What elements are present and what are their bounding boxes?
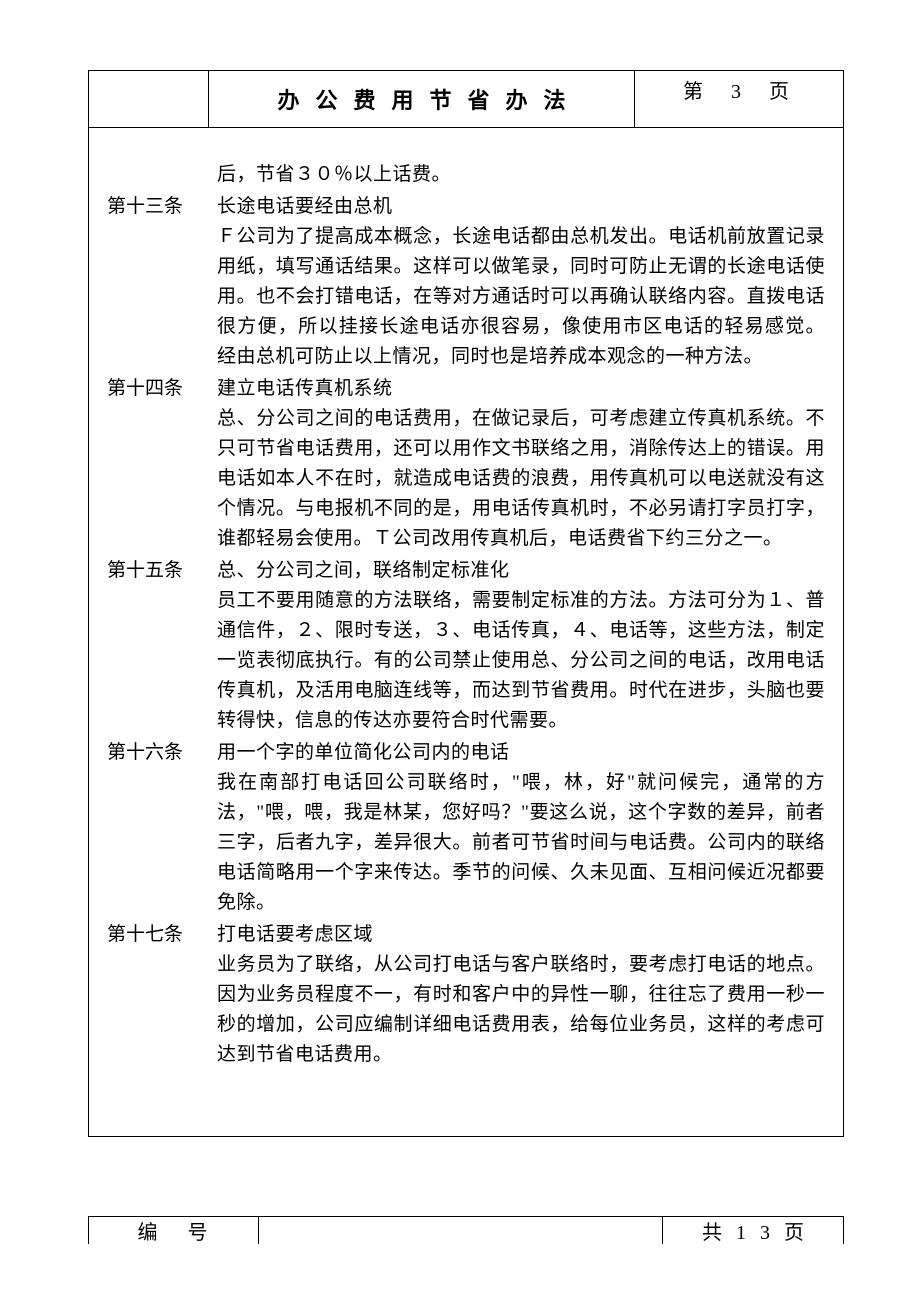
article-title: 长途电话要经由总机 [217,192,825,222]
article-text: 总、分公司之间的电话费用，在做记录后，可考虑建立传真机系统。不只可节省电话费用，… [217,404,825,554]
article-label: 第十六条 [107,738,217,918]
page-number: 第3页 [635,71,843,127]
article-16: 第十六条 用一个字的单位简化公司内的电话 我在南部打电话回公司联络时，"喂，林，… [107,738,825,918]
footer-row: 编号 共13页 [88,1216,844,1244]
article-text: 员工不要用随意的方法联络，需要制定标准的方法。方法可分为１、普通信件，２、限时专… [217,586,825,736]
document-title: 办公费用节省办法 [209,71,635,127]
article-14: 第十四条 建立电话传真机系统 总、分公司之间的电话费用，在做记录后，可考虑建立传… [107,374,825,554]
document-page: 办公费用节省办法 第3页 后，节省３０％以上话费。 第十三条 长途电话要经由总机… [88,70,844,1137]
header-left-cell [89,71,209,127]
article-17: 第十七条 打电话要考虑区域 业务员为了联络，从公司打电话与客户联络时，要考虑打电… [107,920,825,1070]
article-title: 建立电话传真机系统 [217,374,825,404]
article-13: 第十三条 长途电话要经由总机 Ｆ公司为了提高成本概念，长途电话都由总机发出。电话… [107,192,825,372]
article-title: 用一个字的单位简化公司内的电话 [217,738,825,768]
content-box: 后，节省３０％以上话费。 第十三条 长途电话要经由总机 Ｆ公司为了提高成本概念，… [88,127,844,1137]
article-label: 第十五条 [107,556,217,736]
article-title: 总、分公司之间，联络制定标准化 [217,556,825,586]
article-text: 我在南部打电话回公司联络时，"喂，林，好"就问候完，通常的方法，"喂，喂，我是林… [217,768,825,918]
article-text: 业务员为了联络，从公司打电话与客户联络时，要考虑打电话的地点。因为业务员程度不一… [217,950,825,1070]
article-label: 第十四条 [107,374,217,554]
article-15: 第十五条 总、分公司之间，联络制定标准化 员工不要用随意的方法联络，需要制定标准… [107,556,825,736]
article-title: 打电话要考虑区域 [217,920,825,950]
article-label: 第十七条 [107,920,217,1070]
footer-label: 编号 [89,1217,259,1244]
continuation-text: 后，节省３０％以上话费。 [217,160,825,190]
article-text: Ｆ公司为了提高成本概念，长途电话都由总机发出。电话机前放置记录用纸，填写通话结果… [217,222,825,372]
article-label: 第十三条 [107,192,217,372]
footer-mid-cell [259,1217,663,1244]
header-row: 办公费用节省办法 第3页 [88,70,844,127]
footer-total-pages: 共13页 [663,1217,843,1244]
